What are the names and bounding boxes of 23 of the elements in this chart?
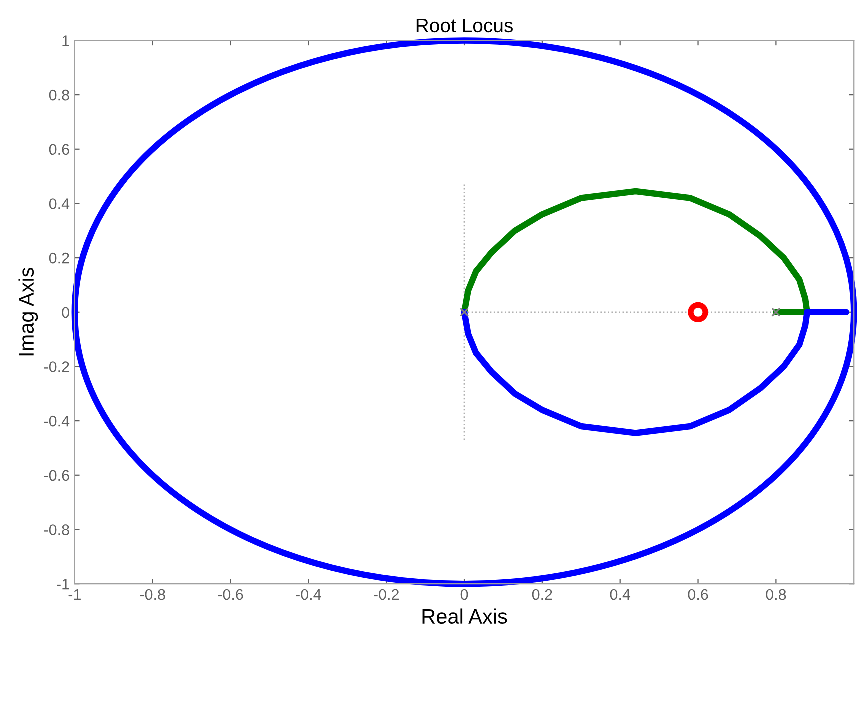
x-tick-label: 0 <box>460 589 468 600</box>
x-tick-label: -0.4 <box>296 589 322 600</box>
y-tick-label: -0.4 <box>44 416 70 427</box>
x-tick-label: 0.6 <box>688 589 708 600</box>
y-tick-label: -1 <box>57 579 70 590</box>
y-tick-label: 1 <box>62 36 70 46</box>
x-axis-title: Real Axis <box>422 608 508 624</box>
y-tick-label: -0.2 <box>44 362 70 372</box>
y-tick-label: -0.6 <box>44 470 70 482</box>
y-axis-title: Imag Axis <box>18 268 38 356</box>
x-tick-label: 0.8 <box>766 589 786 600</box>
x-tick-label: 0.4 <box>610 589 631 600</box>
x-tick-label: -0.6 <box>218 589 244 600</box>
y-tick-label: 0 <box>62 307 70 318</box>
x-tick-label: -0.8 <box>140 589 166 600</box>
y-tick-label: 0.2 <box>49 252 70 264</box>
x-tick-label: 0.2 <box>532 589 552 600</box>
y-tick-label: 0.8 <box>49 90 70 101</box>
y-tick-label: 0.4 <box>49 198 70 210</box>
x-tick-label: -0.2 <box>374 589 399 600</box>
y-tick-label: 0.6 <box>49 144 70 156</box>
chart-title: Root Locus <box>416 19 513 33</box>
y-tick-label: -0.8 <box>44 524 70 536</box>
